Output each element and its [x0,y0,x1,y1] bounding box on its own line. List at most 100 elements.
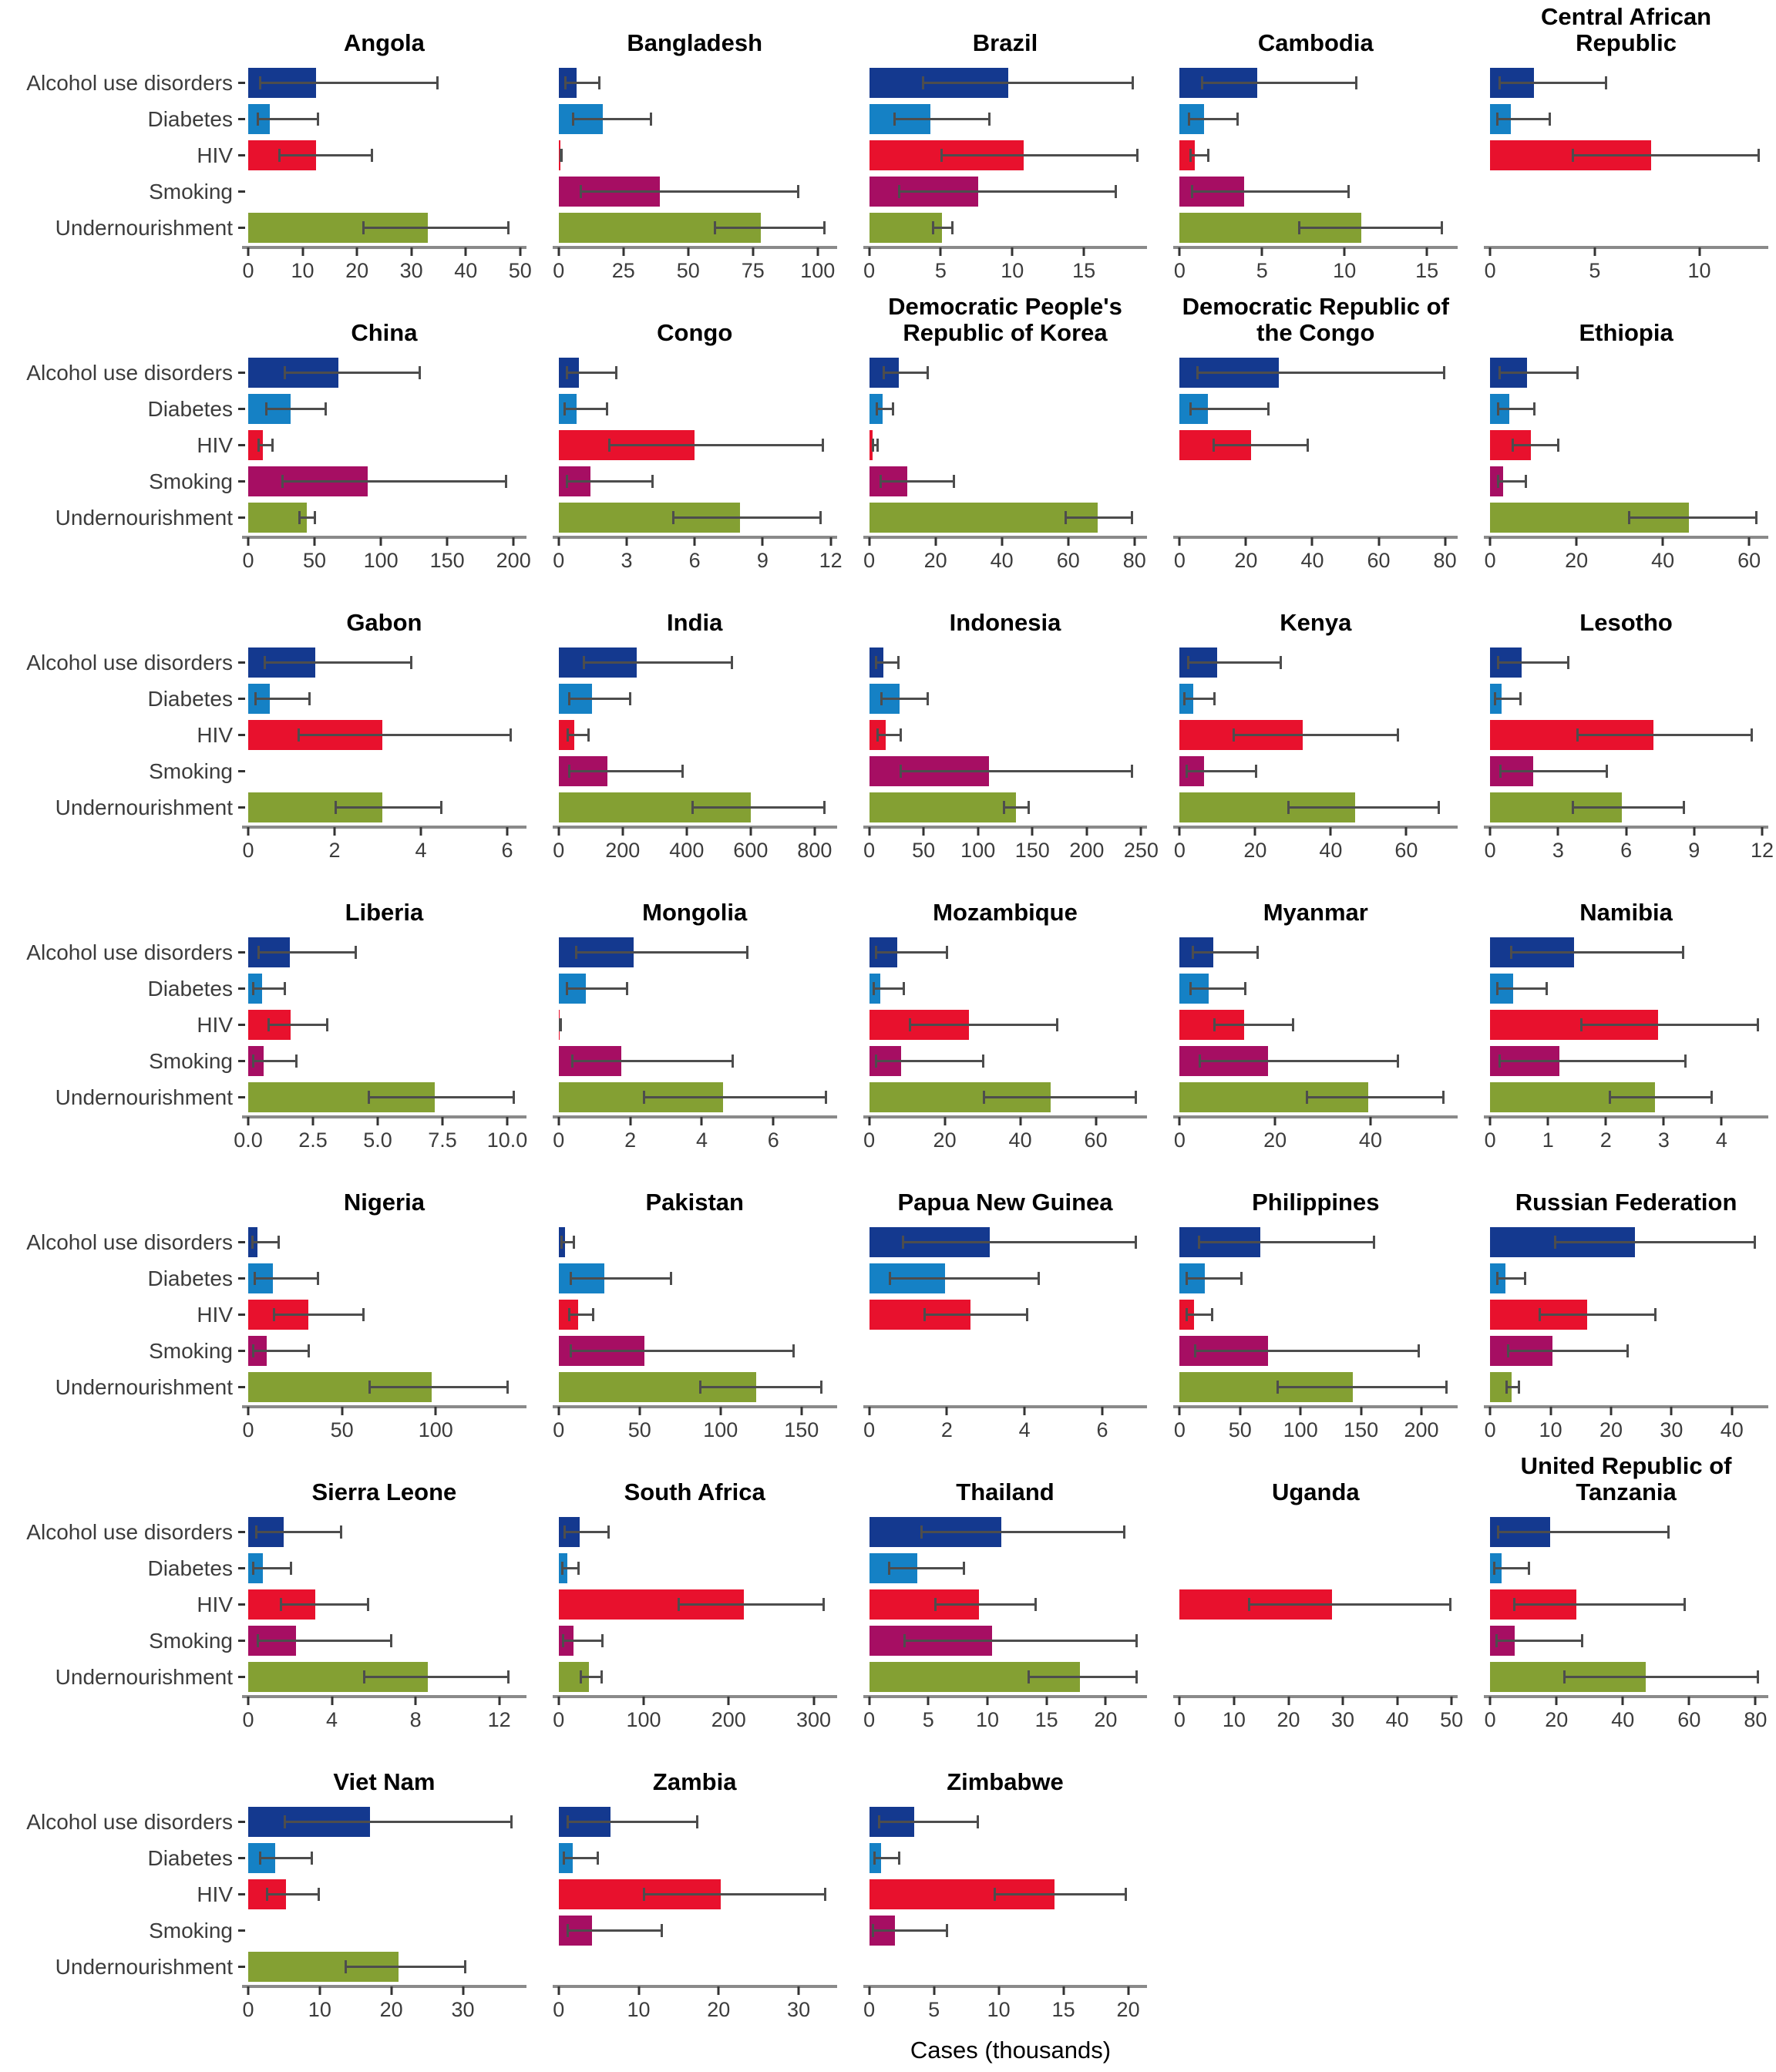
bar-row-undernourishment [870,1949,1142,1985]
error-bar-alcohol-use-disorders [284,1815,513,1828]
plot-area [869,934,1142,1115]
x-axis-line [863,1405,1148,1408]
error-bar-undernourishment [368,1381,510,1394]
error-bar-cap [1287,801,1290,814]
error-bar-hiv [1512,439,1559,452]
error-bar-cap [367,1598,370,1611]
x-tick-label: 0 [553,839,565,862]
plot-area [558,1804,831,1985]
error-bar-diabetes [1493,692,1522,705]
x-tick-mark [557,1986,560,1995]
error-bar-cap [879,475,882,488]
error-bar-cap [510,1815,513,1828]
bar-row-alcohol-use-disorders [1490,644,1762,681]
x-tick-mark [829,537,832,546]
error-bar-cap [607,1525,610,1539]
x-tick-mark [868,537,871,546]
x-tick-mark [1670,1407,1673,1415]
plot-area [869,1514,1142,1695]
x-tick-mark [752,247,755,256]
error-bar-hiv [678,1598,825,1611]
x-tick-mark [1720,1117,1723,1125]
error-bar-cap [572,1236,575,1249]
panel-china: China 0 50 100 150 200 [242,290,534,580]
error-bar-hiv [559,1018,562,1031]
error-bar-hiv [1579,1018,1760,1031]
error-bar-cap [714,221,717,234]
error-bar-undernourishment [1572,801,1685,814]
x-tick-mark [1404,827,1408,836]
plot-area [248,1804,520,1985]
plot-area [1490,644,1762,826]
error-bar-cap [982,1091,985,1104]
x-tick-mark [376,1117,379,1125]
bar-row-hiv [869,137,1142,173]
x-tick-label: 5 [928,1998,940,2021]
x-tick-label: 15 [1034,1708,1058,1731]
error-bar-undernourishment [363,1670,510,1684]
panel-kenya: Kenya 0 20 40 60 [1155,580,1465,870]
x-tick-label: 40 [1008,1128,1032,1152]
category-label-alcohol-use-disorders: Alcohol use disorders [26,1519,233,1544]
error-bar-cap [263,656,266,669]
x-tick-label: 0 [1173,839,1186,862]
x-tick-mark [1287,1697,1290,1705]
x-tick-label: 0 [553,259,565,282]
x-tick-mark [1104,1697,1107,1705]
error-bar-cap [257,946,260,959]
error-bar-cap [1038,1272,1041,1285]
bar-row-alcohol-use-disorders [869,644,1142,681]
x-tick-label: 200 [1404,1418,1439,1441]
x-tick-label: 0 [553,549,565,572]
x-tick-label: 20 [933,1128,957,1152]
x-tick-label: 20 [923,549,947,572]
x-tick-mark [1045,1697,1048,1705]
error-bar-cap [251,1236,254,1249]
x-tick-label: 20 [1276,1708,1300,1731]
error-bar-cap [933,1598,937,1611]
x-tick-label: 6 [688,549,701,572]
bar-row-hiv [869,1586,1142,1623]
x-tick-mark [1343,247,1346,256]
error-bar-cap [256,113,259,126]
error-bar-smoking [903,1634,1138,1647]
error-bar-cap [362,221,365,234]
x-tick-mark [1067,537,1070,546]
error-bar-cap [897,1852,900,1865]
panel-liberia: Liberia 0.0 2.5 5.0 7.5 10.0 [234,870,534,1159]
panel-democratic-republic-of-the-congo: Democratic Republic of the Congo 0 20 40 60 8… [1155,290,1465,580]
y-axis-label-row: Alcohol use disorders [0,1514,245,1550]
error-bar-cap [874,946,877,959]
error-bar-hiv [272,1308,365,1321]
chart-row: Alcohol use disorders Diabetes HIV Smoking U… [0,1739,1776,2029]
x-tick-mark [247,1407,250,1415]
error-bar-undernourishment [1287,801,1441,814]
x-tick-mark [1444,537,1447,546]
error-bar-cap [874,656,877,669]
bar-row-hiv [248,1007,520,1043]
bar-row-hiv [558,1297,831,1333]
x-tick-mark [1546,1117,1549,1125]
error-bar-cap [1442,366,1445,379]
y-tick-mark [238,770,245,772]
error-bar-cap [254,692,257,705]
panel-title: Mongolia [642,899,748,927]
error-bar-alcohol-use-disorders [902,1236,1138,1249]
y-axis-label-row: Diabetes [0,1260,245,1297]
error-bar-cap [920,1525,923,1539]
error-bar-diabetes [1496,1272,1527,1285]
error-bar-cap [1498,76,1502,89]
error-bar-cap [257,439,261,452]
error-bar-cap [561,1562,564,1575]
error-bar-hiv [1538,1308,1657,1321]
x-tick-mark [1420,1407,1423,1415]
x-tick-mark [868,1407,871,1415]
x-tick-label: 0 [1484,1708,1496,1731]
bar-row-alcohol-use-disorders [558,644,831,681]
error-bar-cap [1135,1634,1138,1647]
y-tick-mark [238,1821,245,1823]
x-tick-label: 6 [501,839,513,862]
error-bar-cap [334,801,337,814]
bar-row-alcohol-use-disorders [248,1804,520,1840]
error-bar-undernourishment [1028,1670,1138,1684]
